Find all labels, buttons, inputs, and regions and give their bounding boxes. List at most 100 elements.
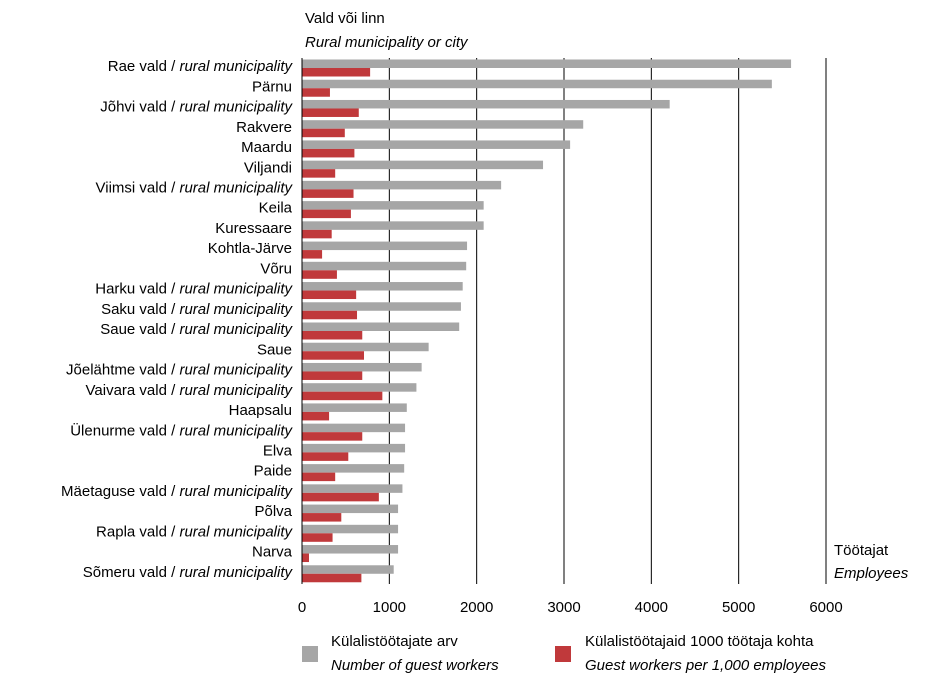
bar-guest-workers bbox=[302, 342, 429, 352]
bar-per-1000-employees bbox=[302, 553, 309, 563]
bar-per-1000-employees bbox=[302, 472, 336, 482]
bar-guest-workers bbox=[302, 241, 468, 251]
bar-per-1000-employees bbox=[302, 68, 371, 77]
legend-swatch-guest-workers bbox=[302, 646, 318, 662]
bar-per-1000-employees bbox=[302, 573, 362, 583]
bar-per-1000-employees bbox=[302, 128, 345, 138]
bar-guest-workers bbox=[302, 99, 670, 109]
bar-per-1000-employees bbox=[302, 290, 357, 300]
category-label: Saue vald / rural municipality bbox=[100, 321, 293, 338]
bar-guest-workers bbox=[302, 322, 460, 331]
bar-per-1000-employees bbox=[302, 391, 383, 401]
bar-per-1000-employees bbox=[302, 88, 330, 97]
category-label: Viljandi bbox=[244, 159, 292, 176]
x-tick-label: 5000 bbox=[722, 599, 755, 616]
bar-guest-workers bbox=[302, 302, 461, 311]
category-label: Rakvere bbox=[236, 119, 292, 136]
category-label: Viimsi vald / rural municipality bbox=[96, 179, 294, 196]
category-label: Kohtla-Järve bbox=[208, 240, 292, 257]
category-label: Põlva bbox=[254, 503, 292, 520]
bar-guest-workers bbox=[302, 403, 407, 412]
legend: Külalistöötajate arv Number of guest wor… bbox=[302, 633, 826, 674]
legend-label-per-1000-en: Guest workers per 1,000 employees bbox=[585, 657, 826, 674]
bar-guest-workers bbox=[302, 423, 406, 433]
legend-label-guest-workers-en: Number of guest workers bbox=[331, 657, 499, 674]
category-label: Pärnu bbox=[252, 78, 292, 95]
x-tick-label: 4000 bbox=[635, 599, 668, 616]
x-tick-label: 1000 bbox=[373, 599, 406, 616]
bar-per-1000-employees bbox=[302, 250, 323, 259]
bar-per-1000-employees bbox=[302, 533, 333, 542]
value-tick-labels: 0 1000 2000 3000 4000 5000 6000 bbox=[298, 599, 843, 616]
category-label: Saku vald / rural municipality bbox=[101, 301, 293, 318]
x-tick-label: 6000 bbox=[809, 599, 842, 616]
bar-per-1000-employees bbox=[302, 148, 355, 158]
bar-guest-workers bbox=[302, 160, 544, 170]
bar-per-1000-employees bbox=[302, 310, 358, 320]
bar-per-1000-employees bbox=[302, 432, 363, 441]
category-label: Keila bbox=[259, 200, 293, 217]
category-label: Haapsalu bbox=[229, 402, 292, 419]
category-label: Paide bbox=[254, 463, 292, 480]
category-labels: Rae vald / rural municipality Pärnu Jõhvi … bbox=[61, 58, 293, 581]
bar-guest-workers bbox=[302, 180, 502, 190]
category-label: Elva bbox=[263, 442, 293, 459]
category-label: Võru bbox=[260, 260, 292, 277]
bar-per-1000-employees bbox=[302, 452, 349, 461]
value-axis-title: Töötajat bbox=[834, 542, 889, 559]
category-label: Harku vald / rural municipality bbox=[95, 281, 293, 298]
category-label: Kuressaare bbox=[215, 220, 292, 237]
bar-guest-workers bbox=[302, 484, 403, 493]
category-label: Rae vald / rural municipality bbox=[108, 58, 294, 75]
bar-guest-workers bbox=[302, 201, 484, 210]
bar-guest-workers bbox=[302, 464, 405, 473]
category-label: Mäetaguse vald / rural municipality bbox=[61, 483, 293, 500]
category-axis-title: Vald või linn bbox=[305, 10, 385, 27]
bar-per-1000-employees bbox=[302, 371, 363, 380]
bar-groups bbox=[302, 59, 792, 583]
value-axis-title-en: Employees bbox=[834, 565, 909, 582]
bar-guest-workers bbox=[302, 362, 422, 372]
bar-guest-workers bbox=[302, 545, 399, 554]
bar-per-1000-employees bbox=[302, 492, 379, 502]
bar-guest-workers bbox=[302, 443, 406, 453]
x-tick-label: 2000 bbox=[460, 599, 493, 616]
bar-guest-workers bbox=[302, 59, 792, 68]
bar-guest-workers bbox=[302, 120, 584, 129]
bar-guest-workers bbox=[302, 383, 417, 392]
x-tick-label: 3000 bbox=[547, 599, 580, 616]
legend-label-guest-workers: Külalistöötajate arv bbox=[331, 633, 458, 650]
legend-label-per-1000: Külalistöötajaid 1000 töötaja kohta bbox=[585, 633, 814, 650]
bar-per-1000-employees bbox=[302, 411, 330, 421]
bar-per-1000-employees bbox=[302, 513, 342, 522]
category-label: Maardu bbox=[241, 139, 292, 156]
category-label: Saue bbox=[257, 341, 292, 358]
category-label: Rapla vald / rural municipality bbox=[96, 523, 293, 540]
category-axis-title-en: Rural municipality or city bbox=[305, 34, 469, 51]
vertical-gridlines bbox=[388, 58, 827, 584]
category-label: Vaivara vald / rural municipality bbox=[86, 382, 294, 399]
bar-guest-workers bbox=[302, 565, 394, 574]
legend-swatch-per-1000 bbox=[555, 646, 571, 662]
category-label: Jõhvi vald / rural municipality bbox=[100, 99, 293, 116]
bar-guest-workers bbox=[302, 140, 571, 149]
bar-guest-workers bbox=[302, 261, 467, 271]
bar-guest-workers bbox=[302, 221, 484, 230]
bar-guest-workers bbox=[302, 504, 399, 514]
bar-per-1000-employees bbox=[302, 331, 363, 340]
bar-per-1000-employees bbox=[302, 108, 359, 117]
bar-per-1000-employees bbox=[302, 169, 336, 178]
bar-guest-workers bbox=[302, 282, 463, 291]
bar-per-1000-employees bbox=[302, 270, 337, 279]
bar-per-1000-employees bbox=[302, 229, 332, 239]
category-label: Jõelähtme vald / rural municipality bbox=[66, 362, 293, 379]
bar-guest-workers bbox=[302, 524, 399, 534]
category-label: Ülenurme vald / rural municipality bbox=[70, 421, 293, 439]
x-tick-label: 0 bbox=[298, 599, 306, 616]
bar-per-1000-employees bbox=[302, 189, 354, 198]
bar-per-1000-employees bbox=[302, 209, 351, 219]
bar-per-1000-employees bbox=[302, 351, 365, 360]
category-label: Sõmeru vald / rural municipality bbox=[83, 564, 294, 581]
category-label: Narva bbox=[252, 544, 293, 561]
